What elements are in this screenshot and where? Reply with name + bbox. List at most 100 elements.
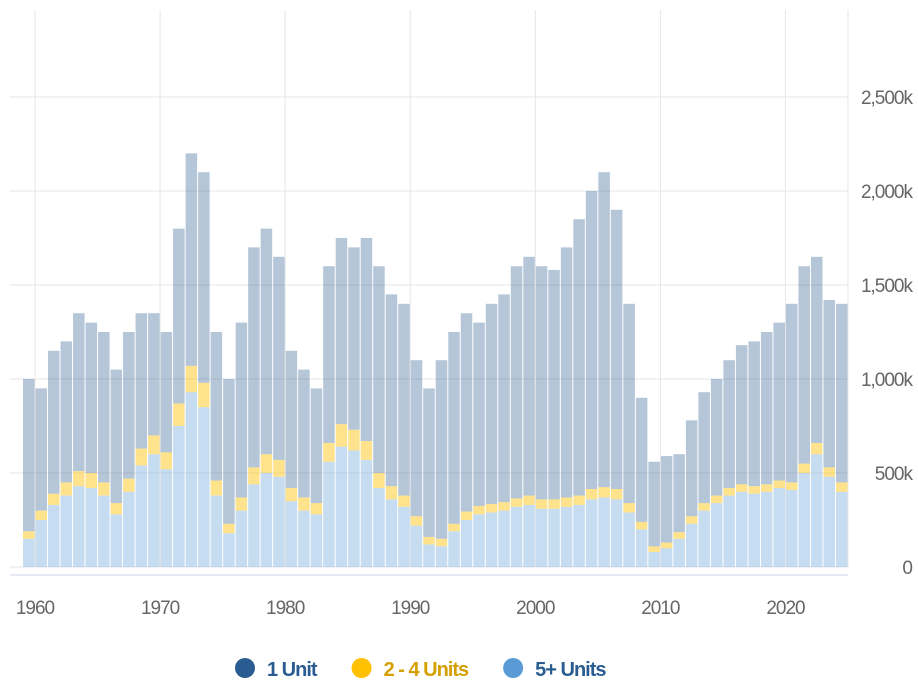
bar-segment xyxy=(285,488,298,502)
bar-segment xyxy=(498,510,510,567)
bar-segment xyxy=(748,493,760,567)
bar-segment xyxy=(185,365,198,393)
bar-segment xyxy=(760,332,773,485)
bar-segment xyxy=(648,461,660,547)
bar-segment xyxy=(73,471,85,487)
x-tick-label: 2020 xyxy=(766,598,805,619)
bar-segment xyxy=(448,531,460,567)
bar-segment xyxy=(198,407,210,567)
bar-segment xyxy=(298,510,310,567)
bar-segment xyxy=(673,454,685,533)
bar-segment xyxy=(210,332,223,481)
bar-segment xyxy=(435,538,448,547)
bar-segment xyxy=(398,495,410,507)
bar-segment xyxy=(785,482,798,490)
bar-segment xyxy=(223,523,235,534)
bar-segment xyxy=(410,525,423,567)
bar-segment xyxy=(48,493,60,505)
x-tick-label: 2000 xyxy=(516,598,555,619)
bar-segment xyxy=(835,482,848,492)
legend-label: 1 Unit xyxy=(267,659,318,680)
bar-segment xyxy=(23,538,35,567)
bar-segment xyxy=(810,256,823,443)
bar-segment xyxy=(548,269,560,500)
bar-segment xyxy=(723,360,735,489)
bar-segment xyxy=(73,313,85,472)
bar-segment xyxy=(435,546,448,567)
bar-segment xyxy=(773,488,785,567)
bar-segment xyxy=(348,247,360,430)
bar-segment xyxy=(685,516,698,524)
legend-label: 5+ Units xyxy=(535,659,606,680)
bar-segment xyxy=(435,360,448,539)
bar-segment xyxy=(573,219,585,496)
bar-segment xyxy=(760,484,773,492)
bar-segment xyxy=(348,450,360,567)
bar-segment xyxy=(135,465,148,567)
bar-segment xyxy=(748,486,760,494)
bar-segment xyxy=(810,442,823,455)
bar-segment xyxy=(523,495,535,505)
bar-segment xyxy=(635,521,648,530)
bar-segment xyxy=(48,504,60,567)
bar-segment xyxy=(485,303,498,505)
bar-segment xyxy=(410,516,423,526)
bar-segment xyxy=(535,499,548,509)
bar-segment xyxy=(723,495,735,567)
bar-segment xyxy=(98,332,110,483)
bar-segment xyxy=(35,388,48,511)
bar-segment xyxy=(510,266,523,499)
bar-segment xyxy=(310,388,323,504)
bar-segment xyxy=(48,350,60,494)
bar-segment xyxy=(260,228,273,455)
bar-segment xyxy=(110,514,123,567)
bar-segment xyxy=(485,512,498,567)
bar-segment xyxy=(735,345,748,485)
bar-segment xyxy=(473,322,485,506)
bar-segment xyxy=(498,502,510,511)
bar-segment xyxy=(560,247,573,498)
bar-segment xyxy=(235,322,248,498)
bar-segment xyxy=(710,503,723,567)
bar-segment xyxy=(248,484,260,567)
bar-segment xyxy=(148,454,160,567)
bar-segment xyxy=(698,510,710,567)
bar-segment xyxy=(385,294,398,487)
bar-segment xyxy=(635,397,648,522)
bar-segment xyxy=(323,461,335,567)
bar-segment xyxy=(60,495,73,567)
bar-segment xyxy=(760,491,773,567)
bar-segment xyxy=(123,478,135,492)
bar-segment xyxy=(260,473,273,567)
bar-segment xyxy=(298,497,310,511)
bar-segment xyxy=(698,503,710,511)
x-tick-label: 1990 xyxy=(391,598,430,619)
bar-segment xyxy=(798,473,810,567)
bar-segment xyxy=(110,369,123,504)
bar-segment xyxy=(273,459,285,477)
bar-segment xyxy=(773,480,785,489)
legend-marker xyxy=(235,658,255,678)
bar-segment xyxy=(98,482,110,496)
bar-segment xyxy=(398,506,410,567)
bar-segment xyxy=(285,350,298,489)
bar-segment xyxy=(460,511,473,520)
bar-segment xyxy=(273,476,285,567)
bar-segment xyxy=(223,379,235,524)
bar-segment xyxy=(735,484,748,492)
bar-segment xyxy=(85,488,98,567)
bar-segment xyxy=(235,510,248,567)
bar-segment xyxy=(73,486,85,567)
bar-segment xyxy=(298,369,310,498)
bar-segment xyxy=(585,488,598,500)
bar-segment xyxy=(548,499,560,509)
bar-segment xyxy=(535,508,548,567)
bar-segment xyxy=(785,489,798,567)
bar-segment xyxy=(610,209,623,489)
bar-segment xyxy=(23,531,35,539)
bar-segment xyxy=(798,463,810,473)
bar-segment xyxy=(248,247,260,468)
legend-label: 2 - 4 Units xyxy=(384,659,469,680)
bar-segment xyxy=(598,172,610,488)
bar-segment xyxy=(448,523,460,532)
